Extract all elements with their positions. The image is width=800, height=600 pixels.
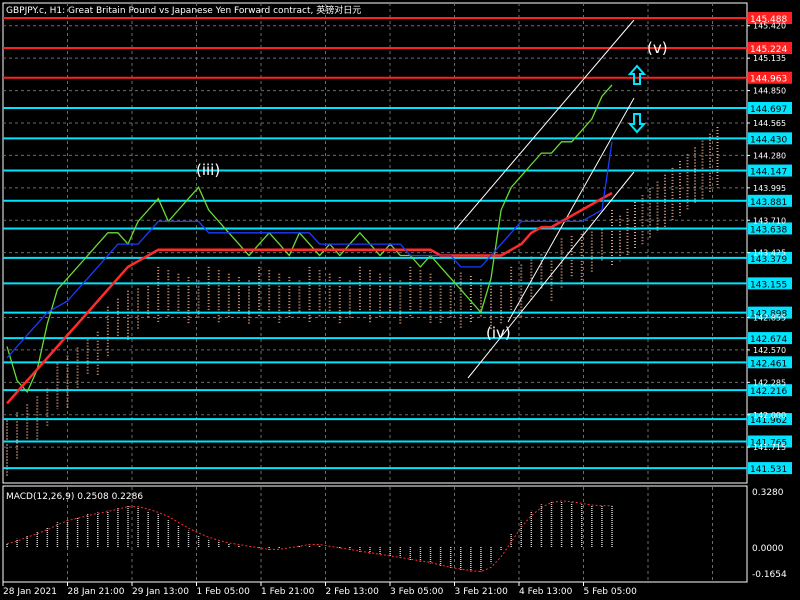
- time-tick-label: 3 Feb 21:00: [455, 587, 509, 597]
- level-label: 141.962: [750, 416, 787, 426]
- level-label-box: [748, 164, 792, 177]
- price-tick-label: 143.710: [753, 216, 786, 225]
- level-label: 142.674: [750, 335, 787, 345]
- price-axis: 145.488 145.224 144.963 144.697 144.430 144.1…: [747, 12, 792, 475]
- level-label-box: [748, 12, 792, 25]
- time-tick-label: 28 Jan 2021: [3, 587, 57, 597]
- price-tick-label: 144.850: [753, 87, 786, 96]
- level-label-box: [748, 194, 792, 207]
- price-tick-label: 144.280: [753, 151, 786, 160]
- macd-plot-frame: [2, 485, 748, 583]
- level-label: 141.531: [750, 465, 787, 475]
- price-tick-label: 145.135: [753, 54, 786, 63]
- level-label-box: [748, 101, 792, 114]
- price-tick-label: 143.995: [753, 184, 786, 193]
- price-tick-label: 142.000: [753, 411, 786, 420]
- macd-tick-bottom: -0.1654: [752, 570, 787, 580]
- level-label: 142.216: [750, 387, 787, 397]
- macd-tick-top: 0.3280: [752, 488, 784, 498]
- time-tick-label: 2 Feb 13:00: [326, 587, 380, 597]
- price-tick-label: 142.285: [753, 378, 786, 387]
- signal-line: [6, 141, 613, 359]
- price-tick-label: 143.425: [753, 249, 786, 258]
- level-label-box: [748, 384, 792, 397]
- macd-tick-zero: 0.0000: [752, 544, 784, 554]
- wave-label-iii: (iii): [196, 161, 220, 179]
- level-label: 141.765: [750, 438, 787, 448]
- macd-label: MACD(12,26,9) 0.2508 0.2286: [6, 492, 143, 502]
- level-label: 144.963: [750, 75, 787, 85]
- price-series: [6, 84, 613, 405]
- level-label-box: [748, 413, 792, 426]
- price-tick-label: 142.855: [753, 314, 786, 323]
- time-tick-label: 29 Jan 13:00: [132, 587, 189, 597]
- channel-line: [467, 171, 635, 379]
- level-label-box: [748, 332, 792, 345]
- level-label: 144.430: [750, 135, 787, 145]
- up-arrow-icon: [627, 64, 647, 85]
- price-tick-label: 141.715: [753, 443, 786, 452]
- level-label: 145.224: [750, 45, 787, 55]
- macd-histogram: [6, 500, 613, 573]
- level-label-box: [748, 356, 792, 369]
- level-label: 143.155: [750, 280, 787, 290]
- level-label-box: [748, 306, 792, 319]
- wave-label-iv: (iv): [486, 324, 511, 342]
- main-plot-frame: [2, 2, 748, 484]
- price-tick-label: 144.565: [753, 119, 786, 128]
- chart-grid: [3, 3, 747, 581]
- direction-arrows: [627, 64, 647, 134]
- level-label-box: [748, 251, 792, 264]
- price-tick-label: 145.420: [753, 22, 786, 31]
- level-label-box: [748, 71, 792, 84]
- price-tick-label: 142.570: [753, 346, 786, 355]
- level-label: 143.379: [750, 255, 787, 265]
- moving-average-line: [6, 191, 613, 405]
- level-label: 144.147: [750, 168, 787, 178]
- level-label: 143.881: [750, 198, 787, 208]
- level-label-box: [748, 462, 792, 475]
- time-tick-label: 5 Feb 05:00: [584, 587, 638, 597]
- time-tick-label: 28 Jan 21:00: [68, 587, 125, 597]
- chart-title: GBPJPY.c, H1: Great Britain Pound vs Jap…: [6, 4, 361, 16]
- level-label-box: [748, 277, 792, 290]
- price-line: [6, 84, 613, 394]
- time-tick-label: 3 Feb 05:00: [390, 587, 444, 597]
- macd-signal-line: [6, 500, 612, 573]
- level-label: 144.697: [750, 105, 787, 115]
- price-levels: [3, 17, 747, 470]
- level-label: 142.898: [750, 310, 787, 320]
- level-label-box: [748, 132, 792, 145]
- time-tick-label: 1 Feb 21:00: [261, 587, 315, 597]
- time-tick-label: 4 Feb 13:00: [519, 587, 573, 597]
- time-axis: 28 Jan 2021 28 Jan 21:00 29 Jan 13:00 1 Feb…: [2, 582, 638, 597]
- level-label-box: [748, 435, 792, 448]
- time-tick-label: 1 Feb 05:00: [197, 587, 251, 597]
- level-label: 142.461: [750, 359, 787, 369]
- channel-line: [507, 97, 635, 323]
- level-label: 145.488: [750, 15, 787, 25]
- level-label-box: [748, 222, 792, 235]
- level-label: 143.638: [750, 225, 787, 235]
- price-channel: [454, 19, 635, 379]
- wave-label-v: (v): [647, 39, 668, 57]
- level-label-box: [748, 42, 792, 55]
- down-arrow-icon: [627, 113, 647, 134]
- channel-line: [454, 19, 635, 231]
- ichimoku-cloud: [6, 126, 719, 478]
